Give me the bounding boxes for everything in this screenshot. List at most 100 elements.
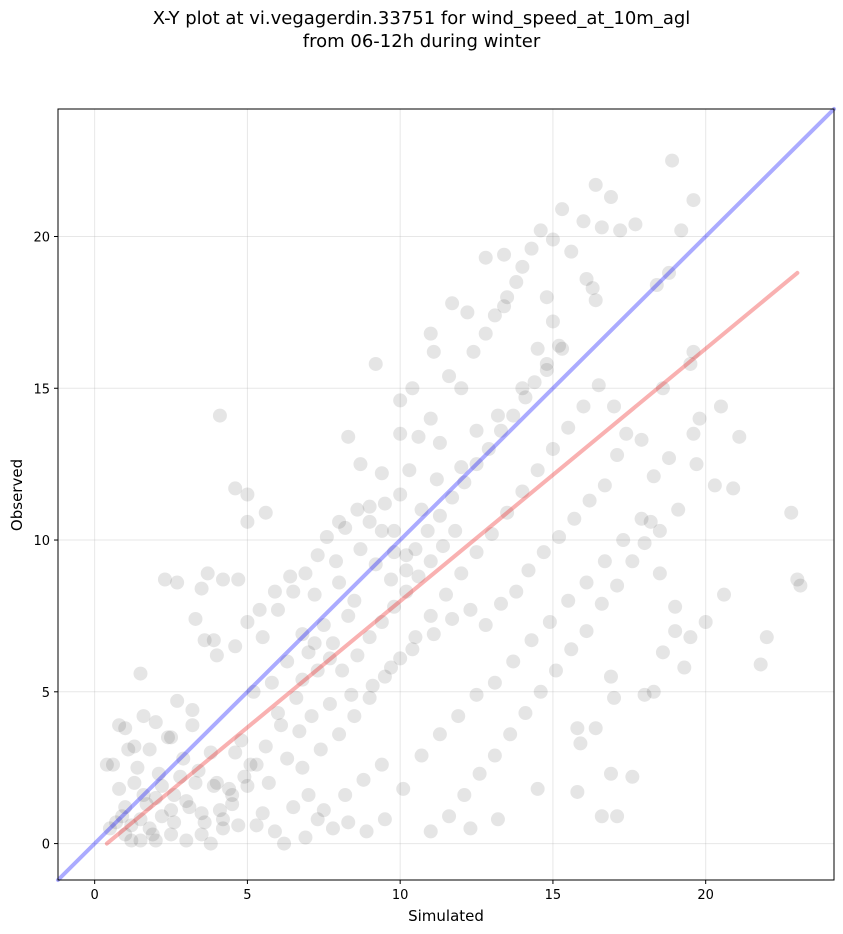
- data-point: [603, 669, 618, 684]
- data-point: [313, 742, 328, 757]
- data-point: [295, 627, 310, 642]
- data-point: [439, 587, 453, 602]
- data-point: [310, 548, 325, 563]
- data-point: [585, 281, 600, 296]
- data-point: [255, 630, 270, 645]
- data-point: [167, 815, 182, 830]
- data-point: [350, 648, 365, 663]
- data-point: [460, 305, 475, 320]
- data-point: [307, 636, 322, 651]
- data-point: [570, 721, 585, 736]
- data-point: [408, 542, 423, 557]
- data-point: [445, 296, 460, 311]
- data-point: [212, 803, 227, 818]
- data-point: [487, 675, 502, 690]
- data-point: [405, 381, 420, 396]
- data-point: [576, 214, 591, 229]
- data-point: [689, 457, 704, 472]
- data-point: [307, 587, 322, 602]
- x-tick-label: 15: [545, 888, 562, 903]
- data-point: [374, 523, 389, 538]
- data-point: [432, 727, 447, 742]
- data-point: [634, 511, 649, 526]
- data-point: [506, 408, 521, 423]
- data-point: [301, 645, 316, 660]
- data-point: [652, 523, 667, 538]
- data-point: [99, 757, 114, 772]
- chart-title-line1: X-Y plot at vi.vegagerdin.33751 for wind…: [152, 8, 691, 29]
- data-point: [270, 602, 285, 617]
- data-point: [573, 736, 588, 751]
- data-point: [576, 399, 591, 414]
- data-point: [490, 812, 505, 827]
- data-point: [115, 809, 130, 824]
- data-point: [521, 563, 536, 578]
- data-point: [240, 614, 255, 629]
- data-point: [228, 481, 243, 496]
- data-point: [347, 709, 362, 724]
- data-point: [637, 687, 652, 702]
- data-point: [289, 690, 304, 705]
- data-point: [515, 381, 530, 396]
- data-point: [469, 687, 484, 702]
- data-point: [231, 818, 246, 833]
- data-point: [167, 788, 182, 803]
- data-point: [597, 554, 612, 569]
- data-point: [362, 690, 377, 705]
- data-point: [225, 788, 240, 803]
- data-point: [527, 375, 542, 390]
- data-point: [160, 730, 175, 745]
- data-point: [197, 633, 212, 648]
- data-point: [310, 663, 325, 678]
- data-point: [148, 833, 163, 848]
- data-point: [686, 426, 701, 441]
- data-point: [112, 718, 127, 733]
- data-point: [130, 760, 145, 775]
- data-point: [274, 718, 289, 733]
- data-point: [368, 557, 383, 572]
- data-point: [579, 624, 594, 639]
- data-point: [176, 751, 191, 766]
- data-point: [399, 584, 414, 599]
- data-point: [561, 593, 576, 608]
- data-point: [668, 624, 683, 639]
- data-point: [414, 502, 429, 517]
- data-point: [304, 709, 319, 724]
- data-point: [463, 602, 478, 617]
- data-point: [136, 788, 151, 803]
- data-point: [325, 821, 340, 836]
- data-point: [411, 429, 426, 444]
- data-point: [203, 745, 218, 760]
- data-point: [628, 217, 643, 232]
- data-point: [552, 338, 567, 353]
- data-point: [478, 250, 493, 265]
- data-point: [610, 578, 625, 593]
- data-point: [619, 426, 634, 441]
- data-point: [215, 812, 230, 827]
- data-point: [533, 223, 548, 238]
- data-point: [292, 724, 307, 739]
- data-point: [179, 833, 194, 848]
- data-point: [298, 566, 313, 581]
- data-point: [607, 690, 622, 705]
- data-point: [561, 420, 576, 435]
- grid-lines: [58, 109, 834, 880]
- data-point: [530, 341, 545, 356]
- data-point: [784, 505, 799, 520]
- plot-frame: [57, 108, 835, 881]
- data-point: [133, 666, 148, 681]
- data-point: [423, 824, 438, 839]
- data-point: [109, 815, 124, 830]
- data-point: [594, 220, 609, 235]
- data-point: [686, 193, 701, 208]
- data-point: [347, 593, 362, 608]
- data-point: [194, 827, 209, 842]
- data-point: [332, 727, 347, 742]
- data-point: [393, 487, 408, 502]
- data-point: [215, 572, 230, 587]
- data-point: [603, 190, 618, 205]
- data-point: [133, 812, 148, 827]
- data-point: [402, 463, 417, 478]
- data-point: [662, 265, 677, 280]
